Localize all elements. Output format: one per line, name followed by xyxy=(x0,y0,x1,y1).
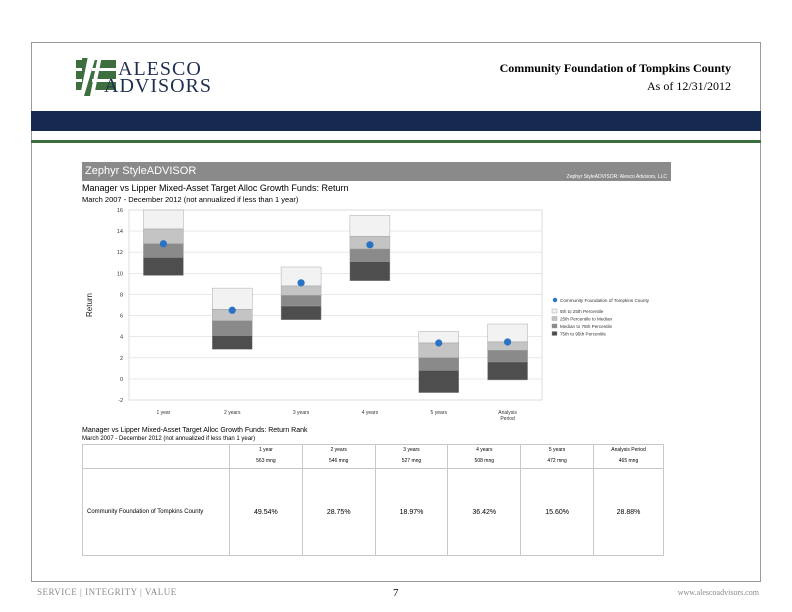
legend-band-label: Median to 75th Percentile xyxy=(560,324,613,329)
legend-band-swatch xyxy=(551,316,558,321)
legend-band-swatch xyxy=(551,323,558,329)
chart-subtitle: March 2007 - December 2012 (not annualiz… xyxy=(82,195,299,204)
percentile-band-bar xyxy=(212,287,253,310)
header-green-line xyxy=(31,140,761,143)
manager-return-point xyxy=(435,339,443,347)
rank-value-cell: 28.88% xyxy=(593,468,664,556)
y-tick-label: 12 xyxy=(117,250,123,256)
legend-band-label: 5th to 25th Percentile xyxy=(560,309,604,314)
percentile-band-bar xyxy=(487,361,528,381)
x-category-label: Analysis xyxy=(498,410,517,416)
legend-band-label: 25th Percentile to Median xyxy=(560,317,613,322)
percentile-band-bar xyxy=(349,215,391,237)
y-tick-label: 8 xyxy=(120,292,123,298)
percentile-band-bar xyxy=(487,350,528,363)
rank-value-cell: 36.42% xyxy=(447,468,522,556)
footer-website[interactable]: www.alescoadvisors.com xyxy=(677,588,759,597)
rank-count-cell: 527 mng xyxy=(375,454,449,469)
return-percentile-chart: -2 0 2 4 6 8 10 12 14 16 Return 1 year 2 years 3 year… xyxy=(85,208,650,422)
report-copyright: Zephyr StyleADVISOR: Alesco Advisors, LL… xyxy=(566,174,667,180)
y-tick-label: 16 xyxy=(117,208,123,214)
footer-tagline: SERVICE | INTEGRITY | VALUE xyxy=(37,587,177,597)
y-axis-label: Return xyxy=(85,293,94,317)
percentile-band-bar xyxy=(349,248,391,262)
rank-col-header: 2 years xyxy=(302,444,376,455)
rank-count-blank xyxy=(82,454,230,469)
legend-band-label: 75th to 95th Percentile xyxy=(560,332,606,337)
return-rank-table: 1 year 2 years 3 years 4 years 5 years A… xyxy=(82,444,664,556)
rank-col-header: 4 years xyxy=(447,444,522,455)
logo-line-1: ALESCO xyxy=(118,58,202,80)
rank-value-cell: 49.54% xyxy=(229,468,303,556)
percentile-band-bar xyxy=(280,295,322,307)
x-category-label: Period xyxy=(500,416,515,422)
rank-count-cell: 508 mng xyxy=(447,454,522,469)
legend-band-swatch xyxy=(551,331,558,336)
rank-row-label: Community Foundation of Tompkins County xyxy=(82,468,230,556)
y-tick-label: 6 xyxy=(120,314,123,320)
as-of-date: As of 12/31/2012 xyxy=(647,79,731,93)
manager-return-point xyxy=(503,338,512,346)
chart-title: Manager vs Lipper Mixed-Asset Target All… xyxy=(82,183,349,193)
percentile-band-bar xyxy=(280,305,322,320)
logo-line-2: ADVISORS xyxy=(104,75,213,97)
logo-mark-icon xyxy=(76,56,116,96)
rank-col-header: 5 years xyxy=(520,444,594,455)
percentile-band-bar xyxy=(280,285,322,296)
percentile-band-bar xyxy=(143,209,184,230)
rank-col-header: Analysis Period xyxy=(593,444,664,455)
report-title-bar: Zephyr StyleADVISOR Zephyr StyleADVISOR:… xyxy=(82,162,671,181)
rank-count-cell: 472 mng xyxy=(520,454,594,469)
page-frame xyxy=(31,42,761,582)
rank-col-header: 1 year xyxy=(229,444,303,455)
x-category-label: 1 year xyxy=(156,410,170,416)
manager-return-point xyxy=(297,279,305,287)
manager-return-point xyxy=(228,306,236,314)
y-tick-label: 0 xyxy=(120,377,123,383)
x-category-label: 4 years xyxy=(362,410,379,416)
x-category-label: 3 years xyxy=(293,410,310,416)
page-title: Community Foundation of Tompkins County xyxy=(499,61,731,75)
rank-count-row: 563 mng 546 mng 527 mng 508 mng 472 mng … xyxy=(82,454,664,469)
rank-table-subtitle: March 2007 - December 2012 (not annualiz… xyxy=(82,436,256,442)
header-navy-bar xyxy=(31,111,761,131)
report-brand: Zephyr StyleADVISOR xyxy=(85,165,197,177)
x-category-label: 5 years xyxy=(431,410,448,416)
y-tick-label: 4 xyxy=(120,335,123,341)
rank-header-row: 1 year 2 years 3 years 4 years 5 years A… xyxy=(82,444,664,455)
rank-col-header: 3 years xyxy=(375,444,449,455)
percentile-band-bar xyxy=(418,357,459,371)
legend-manager-marker xyxy=(552,297,558,303)
y-tick-label: 10 xyxy=(117,271,123,277)
rank-count-cell: 563 mng xyxy=(229,454,303,469)
rank-table-title: Manager vs Lipper Mixed-Asset Target All… xyxy=(82,427,308,434)
percentile-band-bar xyxy=(418,370,459,393)
plot-area xyxy=(128,209,543,401)
manager-return-point xyxy=(366,241,374,249)
report-panel: Zephyr StyleADVISOR Zephyr StyleADVISOR:… xyxy=(82,162,671,556)
percentile-band-bar xyxy=(212,335,253,350)
y-tick-label: 14 xyxy=(117,229,123,235)
page-number: 7 xyxy=(393,587,399,599)
manager-return-point xyxy=(159,240,168,248)
rank-data-row: Community Foundation of Tompkins County … xyxy=(82,468,664,556)
legend-band-swatch xyxy=(551,308,558,314)
legend-manager-label: Community Foundation of Tompkins County xyxy=(560,298,650,303)
rank-value-cell: 15.60% xyxy=(520,468,594,556)
rank-value-cell: 18.97% xyxy=(375,468,449,556)
percentile-band-bar xyxy=(143,257,184,276)
company-logo: ALESCO ADVISORS xyxy=(76,56,211,98)
rank-value-cell: 28.75% xyxy=(302,468,376,556)
rank-count-cell: 465 mng xyxy=(593,454,664,469)
rank-header-blank xyxy=(82,444,230,455)
y-tick-label: 2 xyxy=(120,356,123,362)
x-category-label: 2 years xyxy=(224,410,241,416)
y-tick-label: -2 xyxy=(118,398,123,404)
rank-count-cell: 546 mng xyxy=(302,454,376,469)
percentile-band-bar xyxy=(349,261,391,281)
percentile-band-bar xyxy=(212,320,253,336)
